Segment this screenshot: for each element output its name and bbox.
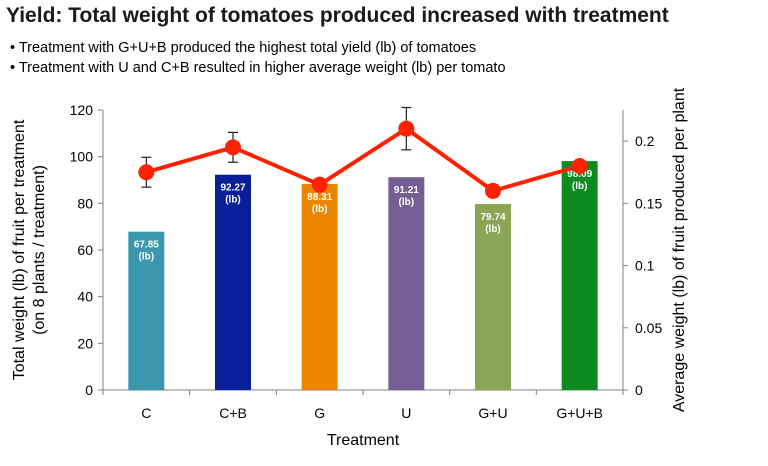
x-tick-label: U — [401, 405, 411, 421]
y2-tick-label: 0.2 — [635, 133, 655, 149]
y-tick-label: 100 — [70, 149, 94, 165]
series-point — [311, 176, 328, 193]
y2-tick-label: 0.15 — [635, 195, 662, 211]
y-axis-title-line-1: Total weight (lb) of fruit per treatment — [11, 119, 28, 380]
bar-unit-label: (lb) — [312, 204, 328, 215]
bar — [561, 161, 598, 390]
x-tick-label: G — [314, 405, 325, 421]
bar-unit-label: (lb) — [139, 252, 155, 263]
x-tick-label: G+U+B — [556, 405, 603, 421]
bar-unit-label: (lb) — [399, 197, 415, 208]
series-point — [225, 139, 241, 156]
y2-tick-label: 0.05 — [635, 320, 662, 336]
bullet-list: • Treatment with G+U+B produced the high… — [10, 38, 506, 78]
bullet-1: • Treatment with G+U+B produced the high… — [10, 40, 477, 56]
bar-unit-label: (lb) — [572, 181, 588, 192]
y-tick-label: 0 — [85, 382, 93, 398]
y-tick-label: 40 — [77, 289, 93, 305]
series-point — [138, 164, 155, 181]
y-tick-label: 120 — [70, 102, 94, 118]
bar — [301, 183, 338, 390]
bar-value-label: 91.21 — [394, 185, 419, 196]
bullet-2: • Treatment with U and C+B resulted in h… — [10, 60, 506, 76]
y-tick-label: 80 — [77, 195, 93, 211]
y-tick-label: 60 — [77, 242, 93, 258]
bar-value-label: 88.31 — [307, 192, 332, 203]
series-point — [485, 182, 501, 199]
bar-unit-label: (lb) — [485, 224, 501, 235]
x-tick-label: C — [141, 405, 151, 421]
bar — [128, 231, 165, 390]
y2-axis-title: Average weight (lb) of fruit produced pe… — [671, 87, 688, 412]
bar-value-label: 79.74 — [480, 212, 505, 223]
y-tick-label: 20 — [77, 335, 93, 351]
y-axis-title-line-2: (on 8 plants / treatment) — [31, 165, 48, 335]
bar-unit-label: (lb) — [225, 195, 241, 206]
x-axis-title: Treatment — [327, 432, 400, 449]
bar-value-label: 67.85 — [134, 240, 159, 251]
chart-title: Yield: Total weight of tomatoes produced… — [6, 4, 669, 27]
y2-tick-label: 0.1 — [635, 258, 655, 274]
bar — [215, 174, 251, 390]
y2-tick-label: 0 — [635, 382, 643, 398]
bar-value-label: 98.09 — [567, 169, 592, 180]
series-point — [571, 158, 588, 174]
x-tick-label: G+U — [478, 405, 507, 421]
bar — [388, 177, 425, 390]
bar — [475, 203, 511, 390]
bar-value-label: 92.27 — [220, 183, 245, 194]
series-line — [145, 126, 581, 193]
x-tick-label: C+B — [219, 405, 247, 421]
series-point — [398, 120, 415, 137]
